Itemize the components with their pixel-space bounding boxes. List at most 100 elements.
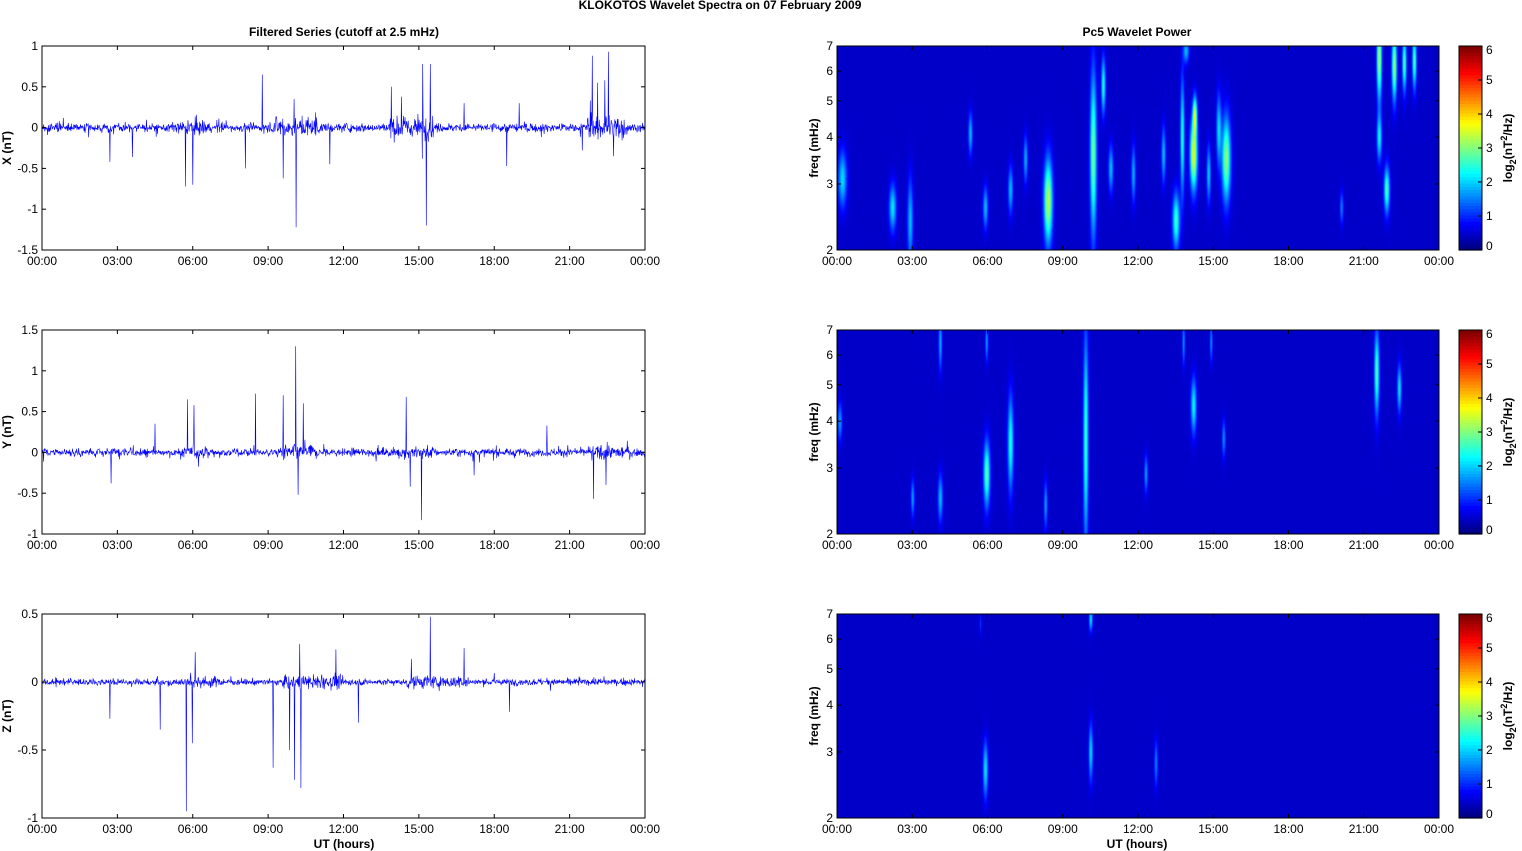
x-spectrogram-xtick-label: 00:00 (822, 254, 852, 268)
x-spectrogram-colorbar-swatch (1459, 119, 1482, 124)
y-series-ytick-label: -1 (27, 527, 38, 541)
z-spectrogram-colorbar-swatch (1459, 725, 1482, 730)
x-spectrogram-ytick-label: 5 (826, 94, 833, 108)
z-spectrogram-colorbar-tick-label: 2 (1486, 743, 1493, 757)
z-spectrogram-xtick-label: 12:00 (1123, 822, 1153, 836)
y-spectrogram-colorbar-swatch (1459, 371, 1482, 376)
y-spectrogram-colorbar-tick-label: 1 (1486, 493, 1493, 507)
x-spectrogram-colorbar-swatch (1459, 135, 1482, 140)
x-spectrogram-colorbar-swatch (1459, 132, 1482, 136)
x-spectrogram-xtick-label: 15:00 (1198, 254, 1228, 268)
y-spectrogram-colorbar-swatch (1459, 492, 1482, 497)
y-spectrogram-power-canvas (837, 330, 1439, 534)
y-spectrogram-colorbar-swatch (1459, 518, 1482, 522)
z-spectrogram-colorbar-swatch (1459, 620, 1482, 625)
y-spectrogram-ytick-label: 6 (826, 348, 833, 362)
x-series-ytick-label: 1 (31, 39, 38, 53)
z-spectrogram-colorbar-swatch (1459, 661, 1482, 666)
x-spectrogram-colorbar-label: log2(nT2/Hz) (1499, 114, 1518, 183)
z-spectrogram-ytick-label: 4 (826, 698, 833, 712)
z-spectrogram-colorbar-swatch (1459, 614, 1482, 618)
x-spectrogram-xtick-label: 06:00 (972, 254, 1002, 268)
y-series-panel: Y (nT) -1 -0.5 0 0.5 1 1.5 00:00 03:00 06:00 09:0… (0, 323, 660, 552)
z-series-xtick-label: 21:00 (555, 822, 585, 836)
y-spectrogram-colorbar-swatch (1459, 489, 1482, 494)
z-spectrogram-colorbar-swatch (1459, 808, 1482, 813)
z-spectrogram-colorbar-swatch (1459, 719, 1482, 723)
y-spectrogram-ytick-label: 3 (826, 461, 833, 475)
z-spectrogram-colorbar-swatch (1459, 687, 1482, 692)
y-spectrogram-colorbar-swatch (1459, 384, 1482, 388)
z-spectrogram-xlabel: UT (hours) (1107, 837, 1168, 851)
y-spectrogram-plot: 2 3 4 5 6 7 00:00 03:00 06:00 09:00 12:00 15:00 18:0… (822, 323, 1454, 552)
y-series-ylabel: Y (nT) (0, 415, 14, 449)
z-spectrogram-colorbar-swatch (1459, 782, 1482, 787)
y-spectrogram-colorbar-swatch (1459, 473, 1482, 478)
y-series-xtick-label: 09:00 (253, 538, 283, 552)
z-spectrogram-colorbar-tick-label: 1 (1486, 777, 1493, 791)
y-spectrogram-colorbar-swatch (1459, 438, 1482, 443)
z-spectrogram-colorbar-swatch (1459, 642, 1482, 647)
z-spectrogram-colorbar-swatch (1459, 779, 1482, 784)
x-series-xtick-label: 06:00 (178, 254, 208, 268)
z-spectrogram-colorbar-swatch (1459, 652, 1482, 657)
z-spectrogram-colorbar-swatch (1459, 744, 1482, 749)
z-spectrogram-plot: 2 3 4 5 6 7 00:00 03:00 06:00 09:00 12:00 15:00 18:0… (822, 607, 1454, 836)
x-spectrogram-colorbar-swatch (1459, 112, 1482, 117)
z-spectrogram-colorbar-swatch (1459, 773, 1482, 778)
y-spectrogram-colorbar-swatch (1459, 416, 1482, 420)
z-spectrogram-colorbar-swatch (1459, 767, 1482, 771)
y-spectrogram-colorbar-swatch (1459, 467, 1482, 471)
x-spectrogram-colorbar-swatch (1459, 65, 1482, 69)
x-spectrogram-colorbar-swatch (1459, 77, 1482, 82)
x-spectrogram-colorbar-swatch (1459, 183, 1482, 187)
x-spectrogram-colorbar-swatch (1459, 87, 1482, 92)
y-spectrogram-colorbar-swatch (1459, 457, 1482, 462)
z-spectrogram-colorbar-swatch (1459, 754, 1482, 759)
y-series-xtick-label: 12:00 (328, 538, 358, 552)
y-spectrogram-image (837, 330, 1439, 534)
z-spectrogram-colorbar-swatch (1459, 731, 1482, 736)
z-spectrogram-colorbar-swatch (1459, 696, 1482, 701)
z-series-xtick-label: 09:00 (253, 822, 283, 836)
y-spectrogram-colorbar-tick-label: 6 (1486, 327, 1493, 341)
x-spectrogram-xtick-label: 12:00 (1123, 254, 1153, 268)
z-series-xlabel: UT (hours) (314, 837, 375, 851)
y-spectrogram-colorbar-swatch (1459, 502, 1482, 506)
x-series-ytick-label: -0.5 (17, 161, 38, 175)
x-spectrogram-colorbar-swatch (1459, 211, 1482, 216)
x-series-ytick-label: 0.5 (21, 80, 38, 94)
y-spectrogram-colorbar-swatch (1459, 476, 1482, 481)
z-spectrogram-ytick-label: 6 (826, 632, 833, 646)
x-series-title: Filtered Series (cutoff at 2.5 mHz) (249, 25, 439, 39)
x-spectrogram-colorbar-swatch (1459, 192, 1482, 197)
y-spectrogram-colorbar-swatch (1459, 339, 1482, 344)
x-spectrogram-colorbar-swatch (1459, 246, 1482, 251)
x-spectrogram-colorbar-swatch (1459, 208, 1482, 213)
z-spectrogram-colorbar-swatch (1459, 735, 1482, 739)
z-spectrogram-xtick-label: 03:00 (897, 822, 927, 836)
z-spectrogram-colorbar-swatch (1459, 814, 1482, 819)
x-spectrogram-ytick-label: 3 (826, 177, 833, 191)
z-spectrogram-ylabel: freq (mHz) (807, 686, 821, 745)
x-spectrogram-colorbar-tick-label: 3 (1486, 141, 1493, 155)
z-spectrogram-colorbar-swatch (1459, 658, 1482, 663)
y-spectrogram-colorbar-swatch (1459, 342, 1482, 347)
y-spectrogram-colorbar-swatch (1459, 419, 1482, 424)
z-spectrogram-colorbar-swatch (1459, 706, 1482, 711)
z-spectrogram-image (837, 614, 1439, 818)
x-spectrogram-colorbar-swatch (1459, 170, 1482, 175)
x-series-xtick-label: 00:00 (630, 254, 660, 268)
y-spectrogram-colorbar-swatch (1459, 463, 1482, 468)
y-spectrogram-ylabel: freq (mHz) (807, 402, 821, 461)
x-series-ytick-label: -1.5 (17, 243, 38, 257)
y-spectrogram-colorbar-swatch (1459, 361, 1482, 366)
x-spectrogram-colorbar-swatch (1459, 138, 1482, 143)
z-spectrogram-ytick-label: 2 (826, 811, 833, 825)
y-spectrogram-colorbar-swatch (1459, 495, 1482, 500)
x-spectrogram-colorbar-swatch (1459, 81, 1482, 85)
z-spectrogram-xtick-label: 15:00 (1198, 822, 1228, 836)
y-series-ytick-label: -0.5 (17, 486, 38, 500)
z-spectrogram-xtick-label: 00:00 (1424, 822, 1454, 836)
